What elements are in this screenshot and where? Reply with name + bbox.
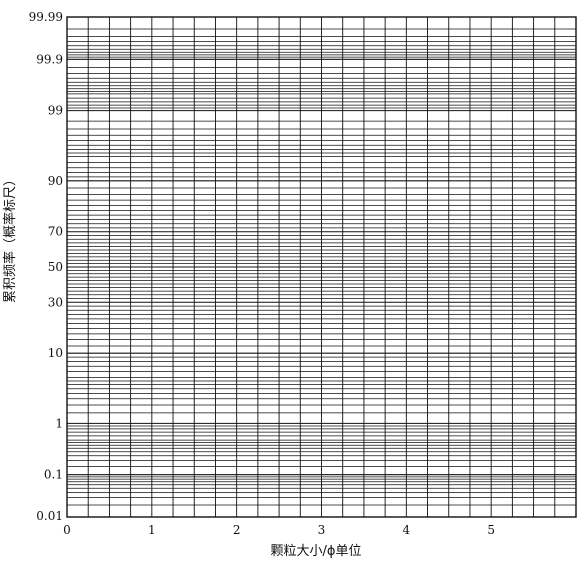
x-tick-labels: 0 1 2 3 4 5: [63, 523, 495, 537]
y-tick-labels: 0.01 0.1 1 10 30 50 70 90 99 99.9 99.99: [29, 10, 63, 523]
y-tick-label: 99.9: [36, 52, 63, 66]
y-axis-title: 累积频率（概率标尺）: [2, 173, 18, 303]
y-tick-label: 10: [48, 346, 63, 360]
x-tick-label: 2: [233, 523, 241, 537]
x-axis-title: 颗粒大小/ϕ单位: [271, 544, 362, 559]
x-tick-label: 1: [148, 523, 156, 537]
y-tick-label: 0.1: [44, 468, 63, 482]
x-tick-label: 5: [487, 523, 495, 537]
y-tick-label: 99: [48, 104, 63, 118]
x-tick-label: 3: [318, 523, 326, 537]
y-tick-label: 30: [48, 295, 63, 309]
horizontal-gridlines: [67, 16, 576, 518]
y-tick-label: 70: [48, 225, 63, 239]
y-tick-label: 99.99: [29, 10, 63, 24]
y-tick-label: 90: [48, 174, 63, 188]
x-tick-label: 0: [63, 523, 71, 537]
y-tick-label: 1: [55, 416, 63, 430]
plot-frame: [66, 16, 577, 518]
x-tick-label: 4: [402, 523, 410, 537]
y-tick-label: 50: [48, 260, 63, 274]
y-tick-label: 0.01: [36, 509, 63, 523]
